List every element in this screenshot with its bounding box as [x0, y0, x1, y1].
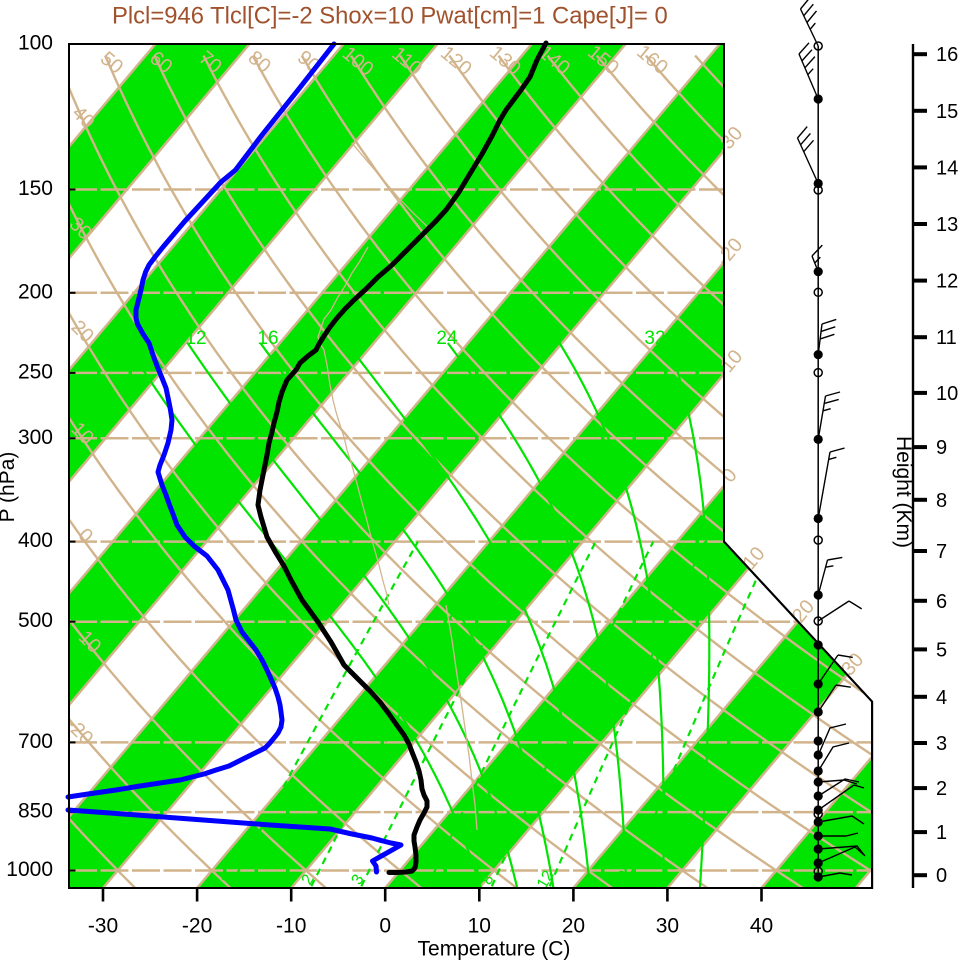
svg-text:10: 10: [468, 915, 491, 938]
svg-text:5: 5: [936, 639, 947, 661]
svg-text:10: 10: [936, 383, 958, 405]
svg-text:P (hPa): P (hPa): [0, 452, 19, 523]
svg-text:2: 2: [936, 778, 947, 800]
svg-text:1: 1: [936, 822, 947, 844]
svg-text:100: 100: [18, 32, 53, 55]
svg-text:850: 850: [18, 800, 53, 823]
svg-text:-30: -30: [88, 915, 118, 938]
svg-text:13: 13: [936, 214, 958, 236]
svg-text:40: 40: [750, 915, 773, 938]
svg-text:16: 16: [936, 44, 958, 66]
svg-text:30: 30: [656, 915, 679, 938]
svg-text:8: 8: [936, 490, 947, 512]
svg-text:15: 15: [936, 101, 958, 123]
svg-text:-10: -10: [276, 915, 306, 938]
svg-text:20: 20: [346, 328, 367, 349]
svg-text:200: 200: [18, 280, 53, 303]
svg-text:4: 4: [936, 687, 947, 709]
svg-text:Plcl=946 Tlcl[C]=-2 Shox=10 Pw: Plcl=946 Tlcl[C]=-2 Shox=10 Pwat[cm]=1 C…: [112, 3, 668, 30]
svg-text:250: 250: [18, 360, 53, 383]
svg-text:16: 16: [257, 328, 278, 349]
svg-text:1000: 1000: [6, 858, 53, 881]
svg-text:8: 8: [124, 328, 135, 349]
svg-text:700: 700: [18, 730, 53, 753]
svg-text:0: 0: [936, 865, 947, 887]
svg-text:300: 300: [18, 426, 53, 449]
svg-text:Height (Km): Height (Km): [892, 436, 915, 548]
svg-text:0: 0: [379, 915, 391, 938]
svg-text:12: 12: [185, 328, 206, 349]
svg-text:500: 500: [18, 609, 53, 632]
svg-text:20: 20: [562, 915, 585, 938]
svg-text:3: 3: [936, 733, 947, 755]
svg-text:32: 32: [644, 328, 665, 349]
svg-text:24: 24: [436, 328, 458, 349]
svg-text:400: 400: [18, 529, 53, 552]
svg-text:12: 12: [936, 271, 958, 293]
svg-text:-20: -20: [182, 915, 212, 938]
svg-text:14: 14: [936, 157, 958, 179]
svg-text:7: 7: [936, 541, 947, 563]
svg-text:9: 9: [936, 437, 947, 459]
svg-text:11: 11: [936, 327, 957, 349]
svg-text:Temperature (C): Temperature (C): [418, 938, 571, 961]
svg-text:28: 28: [540, 328, 561, 349]
svg-text:6: 6: [936, 591, 947, 613]
svg-text:150: 150: [18, 177, 53, 200]
